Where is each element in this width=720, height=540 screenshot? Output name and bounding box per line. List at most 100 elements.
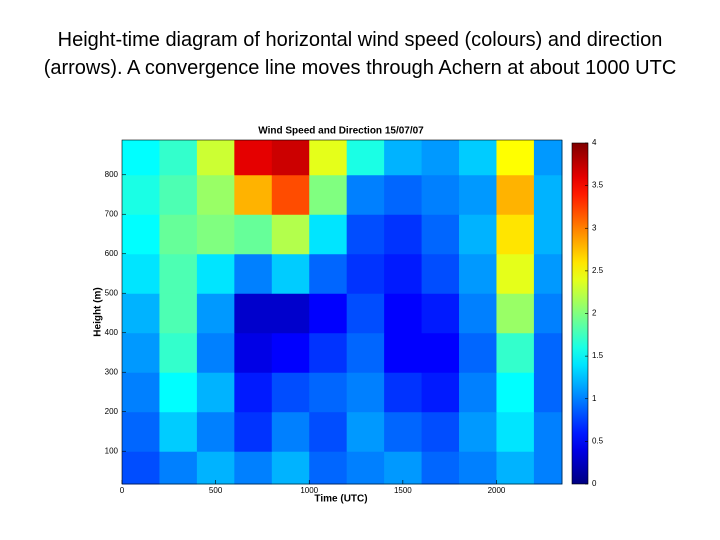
heat-cell <box>346 214 385 255</box>
heat-cell <box>459 332 497 373</box>
heat-cell <box>459 451 497 485</box>
heat-cell <box>196 372 235 413</box>
heat-cell <box>533 451 563 485</box>
heat-cell <box>496 372 535 413</box>
heat-cell <box>271 332 310 373</box>
heat-cell <box>196 253 235 294</box>
heat-cell <box>159 253 198 294</box>
heat-cell <box>234 253 273 294</box>
heat-cell <box>122 332 160 373</box>
heat-cell <box>159 372 198 413</box>
y-tick-label: 200 <box>105 407 119 416</box>
heat-cell <box>196 451 235 485</box>
heat-cell <box>533 214 563 255</box>
heat-cell <box>196 174 235 215</box>
heat-cell <box>421 372 460 413</box>
heat-cell <box>234 451 273 485</box>
colorbar-tick-label: 4 <box>592 138 597 147</box>
heat-cell <box>159 214 198 255</box>
heat-cell <box>384 451 423 485</box>
heat-cell <box>459 140 497 176</box>
heat-cell <box>122 140 160 176</box>
heat-cell <box>384 372 423 413</box>
heat-cell <box>159 174 198 215</box>
heat-cell <box>309 411 348 452</box>
heat-cell <box>159 140 198 176</box>
heat-cell <box>384 411 423 452</box>
y-tick-label: 600 <box>105 249 119 258</box>
y-axis-title: Height (m) <box>93 287 104 336</box>
heat-cell <box>496 214 535 255</box>
colorbar-tick-label: 0 <box>592 479 597 488</box>
heat-cell <box>234 372 273 413</box>
heat-cell <box>346 140 385 176</box>
heat-cell <box>384 140 423 176</box>
slide-title: Height-time diagram of horizontal wind s… <box>43 29 677 79</box>
heat-cell <box>309 214 348 255</box>
heat-cell <box>421 451 460 485</box>
heat-cell <box>122 253 160 294</box>
heat-cell <box>533 411 563 452</box>
heat-cell <box>122 451 160 485</box>
heat-cell <box>309 140 348 176</box>
heat-cell <box>346 253 385 294</box>
colorbar-tick-label: 1 <box>592 394 597 403</box>
heat-cell <box>533 293 563 334</box>
heat-cell <box>496 411 535 452</box>
chart-title: Wind Speed and Direction 15/07/07 <box>258 126 424 137</box>
heat-cell <box>234 411 273 452</box>
heat-cell <box>271 451 310 485</box>
heat-cell <box>346 293 385 334</box>
heat-cell <box>384 293 423 334</box>
heat-cell <box>196 214 235 255</box>
heat-cell <box>384 332 423 373</box>
heat-cell <box>384 214 423 255</box>
heat-cell <box>271 372 310 413</box>
heat-cell <box>533 372 563 413</box>
heat-cell <box>459 293 497 334</box>
heat-cell <box>122 174 160 215</box>
heat-cell <box>234 332 273 373</box>
y-tick-label: 300 <box>105 367 119 376</box>
heat-cell <box>496 174 535 215</box>
heat-cell <box>496 253 535 294</box>
y-tick-label: 500 <box>105 288 119 297</box>
colorbar-tick-label: 3 <box>592 223 597 232</box>
heat-cell <box>533 253 563 294</box>
heat-cell <box>196 293 235 334</box>
y-tick-label: 700 <box>105 209 119 218</box>
heat-cell <box>271 411 310 452</box>
y-tick-label: 400 <box>105 328 119 337</box>
heat-cell <box>271 140 310 176</box>
heat-cell <box>196 140 235 176</box>
colorbar-tick-label: 0.5 <box>592 436 604 445</box>
heat-cell <box>122 372 160 413</box>
heat-cell <box>421 332 460 373</box>
heat-cell <box>159 411 198 452</box>
heat-cell <box>122 411 160 452</box>
colorbar-tick-label: 1.5 <box>592 351 604 360</box>
heat-cell <box>533 174 563 215</box>
x-tick-label: 1500 <box>394 486 412 495</box>
colorbar-tick-label: 2 <box>592 309 597 318</box>
heat-cell <box>346 451 385 485</box>
heat-cell <box>421 411 460 452</box>
x-tick-label: 1000 <box>300 486 318 495</box>
heat-cell <box>459 411 497 452</box>
heat-cell <box>346 411 385 452</box>
plot-frame <box>121 139 563 485</box>
colorbar-tick-label: 3.5 <box>592 181 604 190</box>
heat-cell <box>421 293 460 334</box>
heat-cell <box>159 451 198 485</box>
heat-cell <box>271 293 310 334</box>
x-tick-label: 0 <box>120 486 125 495</box>
heat-cell <box>459 174 497 215</box>
heat-cell <box>309 372 348 413</box>
heat-cell <box>271 214 310 255</box>
heat-cell <box>421 214 460 255</box>
heat-cell <box>459 214 497 255</box>
heat-cell <box>271 174 310 215</box>
x-tick-label: 2000 <box>488 486 506 495</box>
